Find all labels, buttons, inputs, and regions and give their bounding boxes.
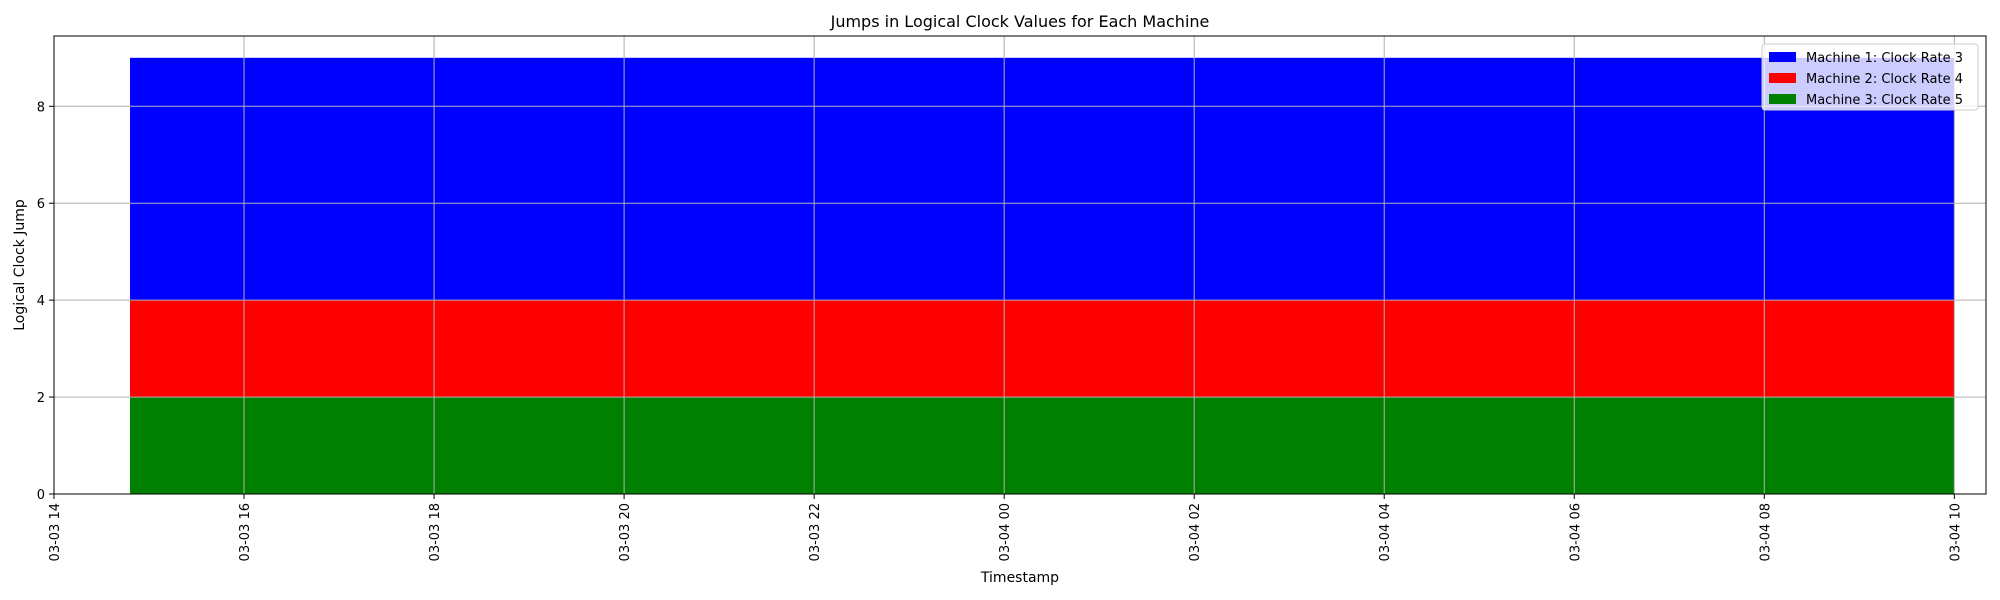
x-tick-label: 03-04 02 [1188, 503, 1203, 561]
x-tick-label: 03-04 00 [998, 503, 1013, 561]
x-tick-label: 03-04 06 [1568, 503, 1583, 561]
x-axis-ticks: 03-03 14 03-03 16 03-03 18 03-03 20 03-03 22… [48, 494, 1963, 561]
x-tick-label: 03-04 04 [1378, 503, 1393, 561]
legend-entry: Machine 1: Clock Rate 3 [1806, 51, 1963, 66]
x-tick-label: 03-03 14 [48, 503, 63, 561]
legend-swatch [1769, 73, 1796, 83]
y-tick-label: 0 [37, 488, 45, 503]
chart-title: Jumps in Logical Clock Values for Each M… [830, 12, 1210, 31]
legend-entry: Machine 2: Clock Rate 4 [1806, 72, 1963, 87]
x-tick-label: 03-03 20 [618, 503, 633, 561]
legend: Machine 1: Clock Rate 3 Machine 2: Clock … [1761, 43, 1979, 111]
x-tick-label: 03-03 18 [428, 503, 443, 561]
x-axis-label: Timestamp [980, 570, 1059, 586]
plot-frame [53, 35, 1987, 495]
x-tick-label: 03-04 10 [1948, 503, 1963, 561]
y-tick-label: 2 [37, 391, 45, 406]
axes [53, 35, 1987, 495]
x-tick-label: 03-03 22 [808, 503, 823, 561]
x-tick-label: 03-03 16 [238, 503, 253, 561]
y-tick-label: 6 [37, 197, 45, 212]
legend-entry: Machine 3: Clock Rate 5 [1806, 93, 1963, 108]
y-axis-ticks: 0 2 4 6 8 [37, 100, 54, 503]
y-tick-label: 4 [37, 294, 45, 309]
legend-box [1761, 43, 1979, 111]
legend-swatch [1769, 52, 1796, 62]
series-area-1 [130, 57, 1955, 301]
y-tick-label: 8 [37, 100, 45, 115]
series-areas [130, 57, 1955, 494]
series-area-2 [130, 300, 1955, 398]
x-tick-label: 03-04 08 [1758, 503, 1773, 561]
series-area-3 [130, 397, 1955, 494]
y-axis-label: Logical Clock Jump [12, 199, 28, 331]
legend-swatch [1769, 94, 1796, 104]
